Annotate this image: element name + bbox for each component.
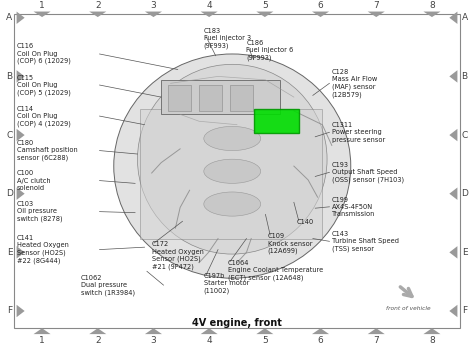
Polygon shape (17, 188, 25, 200)
Polygon shape (368, 328, 385, 334)
Text: C141
Heated Oxygen
Sensor (HO2S)
#22 (8G444): C141 Heated Oxygen Sensor (HO2S) #22 (8G… (17, 235, 68, 264)
Ellipse shape (114, 54, 351, 278)
Text: C172
Heated Oxygen
Sensor (HO2S)
#21 (9F472): C172 Heated Oxygen Sensor (HO2S) #21 (9F… (152, 241, 203, 270)
Polygon shape (17, 305, 25, 317)
Polygon shape (449, 129, 457, 141)
Bar (168, 85, 191, 111)
Ellipse shape (204, 192, 261, 216)
Text: E: E (462, 248, 467, 257)
Polygon shape (423, 328, 440, 334)
Bar (199, 85, 222, 111)
Bar (230, 85, 253, 111)
Text: 3: 3 (151, 336, 156, 345)
Text: C103
Oil pressure
switch (8278): C103 Oil pressure switch (8278) (17, 201, 62, 222)
Polygon shape (17, 246, 25, 258)
Text: C116
Coil On Plug
(COP) 6 (12029): C116 Coil On Plug (COP) 6 (12029) (17, 44, 71, 64)
Text: 4V engine, front: 4V engine, front (192, 318, 282, 328)
Polygon shape (312, 11, 329, 17)
Text: A: A (7, 13, 12, 22)
Text: 7: 7 (374, 336, 379, 345)
Ellipse shape (137, 64, 327, 254)
Text: 7: 7 (374, 1, 379, 10)
Text: 8: 8 (429, 336, 435, 345)
Text: C199
AX4S-4F50N
Transmission: C199 AX4S-4F50N Transmission (332, 197, 375, 217)
Text: B: B (7, 72, 12, 81)
Text: C: C (461, 130, 468, 139)
Bar (140, 109, 322, 238)
Polygon shape (34, 11, 51, 17)
Text: D: D (6, 189, 13, 198)
Polygon shape (368, 11, 385, 17)
Text: 5: 5 (262, 1, 268, 10)
Text: C186
Fuel injector 6
(9F993): C186 Fuel injector 6 (9F993) (246, 40, 294, 61)
Ellipse shape (204, 159, 261, 183)
Polygon shape (449, 188, 457, 200)
Polygon shape (449, 70, 457, 83)
Text: C140: C140 (296, 219, 313, 225)
Text: B: B (462, 72, 467, 81)
Text: 1: 1 (39, 336, 45, 345)
Text: 1: 1 (39, 1, 45, 10)
Text: C100
A/C clutch
solenoid: C100 A/C clutch solenoid (17, 170, 50, 191)
Text: 4: 4 (206, 336, 212, 345)
Polygon shape (17, 129, 25, 141)
Text: A: A (462, 13, 467, 22)
Polygon shape (256, 11, 273, 17)
Text: C197b
Starter motor
(11002): C197b Starter motor (11002) (204, 273, 249, 294)
Text: C1311
Power steering
pressure sensor: C1311 Power steering pressure sensor (332, 122, 385, 143)
Text: 4: 4 (206, 1, 212, 10)
Polygon shape (17, 11, 25, 24)
Polygon shape (423, 11, 440, 17)
Text: E: E (7, 248, 12, 257)
Text: C1064
Engine Coolant Temperature
(ECT) sensor (12A648): C1064 Engine Coolant Temperature (ECT) s… (228, 260, 323, 281)
Polygon shape (449, 11, 457, 24)
Polygon shape (449, 246, 457, 258)
Text: 2: 2 (95, 1, 100, 10)
Text: 5: 5 (262, 336, 268, 345)
Bar (254, 109, 299, 133)
Bar (161, 80, 280, 114)
Text: 6: 6 (318, 336, 323, 345)
Polygon shape (449, 305, 457, 317)
Text: 3: 3 (151, 1, 156, 10)
Text: 8: 8 (429, 1, 435, 10)
Text: C115
Coil On Plug
(COP) 5 (12029): C115 Coil On Plug (COP) 5 (12029) (17, 74, 71, 95)
Text: C128
Mass Air Flow
(MAF) sensor
(12B579): C128 Mass Air Flow (MAF) sensor (12B579) (332, 69, 377, 98)
Polygon shape (89, 328, 106, 334)
Text: 2: 2 (95, 336, 100, 345)
Text: C183
Fuel injector 3
(9F993): C183 Fuel injector 3 (9F993) (204, 28, 251, 49)
Text: C114
Coil On Plug
(COP) 4 (12029): C114 Coil On Plug (COP) 4 (12029) (17, 106, 71, 127)
Text: C193
Output Shaft Speed
(OSS) sensor (7H103): C193 Output Shaft Speed (OSS) sensor (7H… (332, 162, 404, 183)
Polygon shape (34, 328, 51, 334)
Polygon shape (201, 11, 218, 17)
Text: 6: 6 (318, 1, 323, 10)
Text: C1062
Dual pressure
switch (1R3984): C1062 Dual pressure switch (1R3984) (81, 275, 135, 295)
Text: front of vehicle: front of vehicle (386, 306, 431, 311)
Ellipse shape (204, 126, 261, 151)
Polygon shape (256, 328, 273, 334)
Text: C: C (6, 130, 13, 139)
Text: C143
Turbine Shaft Speed
(TSS) sensor: C143 Turbine Shaft Speed (TSS) sensor (332, 231, 399, 252)
Polygon shape (145, 11, 162, 17)
Text: C180
Camshaft position
sensor (6C288): C180 Camshaft position sensor (6C288) (17, 140, 77, 161)
Polygon shape (145, 328, 162, 334)
Polygon shape (201, 328, 218, 334)
Text: D: D (461, 189, 468, 198)
Polygon shape (89, 11, 106, 17)
Polygon shape (312, 328, 329, 334)
Text: C109
Knock sensor
(12A699): C109 Knock sensor (12A699) (268, 233, 312, 254)
Polygon shape (17, 70, 25, 83)
Text: F: F (7, 307, 12, 316)
Text: F: F (462, 307, 467, 316)
